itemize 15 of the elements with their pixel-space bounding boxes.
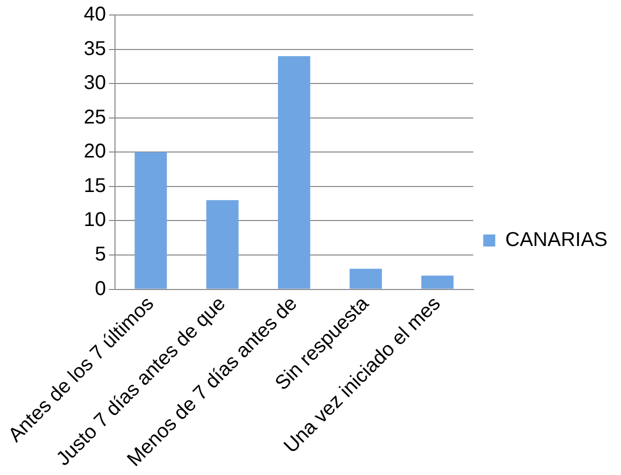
y-tick-label: 20 [84,140,106,163]
y-tick-label: 5 [94,244,106,266]
bar [278,56,310,289]
y-tick-label: 35 [84,38,106,60]
y-tick-label: 15 [84,174,106,197]
bar [134,152,167,289]
y-tick-label: 40 [84,4,106,26]
y-tick-label: 25 [84,106,106,128]
y-tick-label: 10 [84,209,106,232]
legend-label: CANARIAS [505,229,608,252]
bar [421,276,454,289]
bar [206,200,239,289]
bar [350,268,382,289]
y-tick-label: 0 [94,278,106,300]
y-tick-label: 30 [84,72,106,94]
